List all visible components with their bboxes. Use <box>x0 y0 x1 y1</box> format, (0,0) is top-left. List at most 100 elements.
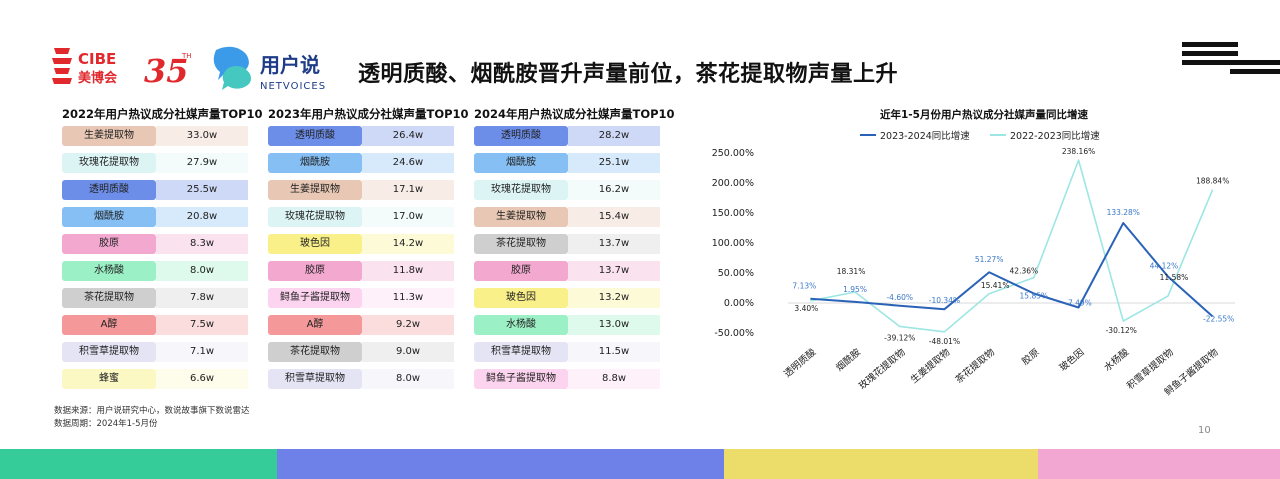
x-tick-label: 玫瑰花提取物 <box>856 346 908 392</box>
volume-value: 15.4w <box>568 207 660 227</box>
table-row: 生姜提取物 33.0w <box>62 124 258 151</box>
ingredient-label: 胶原 <box>62 234 156 254</box>
volume-value: 6.6w <box>156 369 248 389</box>
data-label: 15.85% <box>1020 291 1049 300</box>
anniversary-35-number: 35 <box>144 52 189 90</box>
chart-title: 近年1-5月份用户热议成分社媒声量同比增速 <box>880 108 1088 121</box>
y-tick-label: -50.00% <box>714 328 754 339</box>
ingredient-label: 水杨酸 <box>62 261 156 281</box>
netvoices-logo: 用户说 NETVOICES <box>210 44 340 94</box>
volume-value: 24.6w <box>362 153 454 173</box>
volume-value: 11.8w <box>362 261 454 281</box>
data-label: 11.58% <box>1160 273 1189 282</box>
table-title: 2024年用户热议成分社媒声量TOP10 <box>474 107 675 121</box>
volume-value: 27.9w <box>156 153 248 173</box>
ingredient-label: 鲟鱼子酱提取物 <box>474 369 568 389</box>
data-label: 238.16% <box>1062 147 1095 156</box>
ingredient-label: 胶原 <box>268 261 362 281</box>
table-row: 玫瑰花提取物 16.2w <box>474 178 670 205</box>
table-row: 茶花提取物 9.0w <box>268 340 464 367</box>
table-row: 鲟鱼子酱提取物 8.8w <box>474 367 670 394</box>
ingredient-label: 生姜提取物 <box>62 126 156 146</box>
ingredient-label: 鲟鱼子酱提取物 <box>268 288 362 308</box>
table-2024: 2024年用户热议成分社媒声量TOP10 透明质酸 28.2w 烟酰胺 25.1w 玫瑰… <box>474 104 675 394</box>
ingredient-label: 玫瑰花提取物 <box>62 153 156 173</box>
ingredient-label: 积雪草提取物 <box>474 342 568 362</box>
table-title: 2023年用户热议成分社媒声量TOP10 <box>268 107 469 121</box>
volume-value: 17.0w <box>362 207 454 227</box>
series-line-2022-2023 <box>810 159 1214 333</box>
bottom-bar-segment <box>277 449 724 479</box>
table-row: 玫瑰花提取物 27.9w <box>62 151 258 178</box>
data-label: -7.49% <box>1065 298 1092 307</box>
y-tick-label: 100.00% <box>712 238 754 249</box>
ingredient-label: 透明质酸 <box>268 126 362 146</box>
cibe-logo-cn: 美博会 <box>78 70 118 86</box>
table-row: 生姜提取物 17.1w <box>268 178 464 205</box>
x-tick-label: 烟酰胺 <box>833 346 863 374</box>
table-row: 蜂蜜 6.6w <box>62 367 258 394</box>
ingredient-label: 茶花提取物 <box>62 288 156 308</box>
anniversary-tm: TH <box>181 52 192 60</box>
y-tick-label: 150.00% <box>712 208 754 219</box>
menu-lines-icon <box>1182 40 1280 80</box>
volume-value: 8.8w <box>568 369 660 389</box>
x-tick-label: 水杨酸 <box>1102 346 1132 374</box>
ingredient-label: 积雪草提取物 <box>62 342 156 362</box>
data-label: 133.28% <box>1107 208 1140 217</box>
cibe-logo: CIBE 美博会 <box>52 44 138 90</box>
cibe-logo-text: CIBE <box>78 50 116 68</box>
volume-value: 25.1w <box>568 153 660 173</box>
volume-value: 16.2w <box>568 180 660 200</box>
x-tick-label: 胶原 <box>1019 346 1041 367</box>
volume-value: 26.4w <box>362 126 454 146</box>
data-label: 42.36% <box>1010 267 1039 276</box>
table-row: 胶原 13.7w <box>474 259 670 286</box>
ingredient-label: 玫瑰花提取物 <box>474 180 568 200</box>
footnote: 数据来源：用户说研究中心，数说故事旗下数说雷达 数据周期：2024年1-5月份 <box>54 405 250 431</box>
ingredient-label: 生姜提取物 <box>474 207 568 227</box>
data-label: -10.34% <box>929 296 960 305</box>
y-tick-label: 200.00% <box>712 178 754 189</box>
page-number: 10 <box>1198 425 1211 436</box>
x-tick-label: 玻色因 <box>1057 346 1087 374</box>
table-row: 透明质酸 25.5w <box>62 178 258 205</box>
volume-value: 13.7w <box>568 261 660 281</box>
legend-label: 2022-2023同比增速 <box>1010 130 1100 142</box>
ingredient-label: 玫瑰花提取物 <box>268 207 362 227</box>
volume-value: 13.7w <box>568 234 660 254</box>
data-label: 18.31% <box>837 267 866 276</box>
table-row: 玻色因 13.2w <box>474 286 670 313</box>
table-row: 生姜提取物 15.4w <box>474 205 670 232</box>
ingredient-label: 透明质酸 <box>62 180 156 200</box>
x-tick-label: 生姜提取物 <box>908 346 952 386</box>
volume-value: 13.0w <box>568 315 660 335</box>
table-row: 透明质酸 26.4w <box>268 124 464 151</box>
table-row: A醇 9.2w <box>268 313 464 340</box>
table-row: 透明质酸 28.2w <box>474 124 670 151</box>
ingredient-label: 透明质酸 <box>474 126 568 146</box>
volume-value: 28.2w <box>568 126 660 146</box>
anniversary-35-logo: 35 TH <box>142 44 196 90</box>
ingredient-label: 烟酰胺 <box>474 153 568 173</box>
volume-value: 13.2w <box>568 288 660 308</box>
table-row: 玫瑰花提取物 17.0w <box>268 205 464 232</box>
table-row: A醇 7.5w <box>62 313 258 340</box>
volume-value: 11.5w <box>568 342 660 362</box>
data-period: 数据周期：2024年1-5月份 <box>54 419 158 429</box>
table-row: 鲟鱼子酱提取物 11.3w <box>268 286 464 313</box>
data-label: -48.01% <box>929 337 960 346</box>
y-tick-label: 50.00% <box>718 268 754 279</box>
bottom-bar-segment <box>724 449 1038 479</box>
volume-value: 9.2w <box>362 315 454 335</box>
table-row: 水杨酸 13.0w <box>474 313 670 340</box>
table-row: 茶花提取物 13.7w <box>474 232 670 259</box>
volume-value: 7.1w <box>156 342 248 362</box>
legend-label: 2023-2024同比增速 <box>880 130 970 142</box>
series-line-2023-2024 <box>810 222 1214 318</box>
volume-value: 7.5w <box>156 315 248 335</box>
table-2023: 2023年用户热议成分社媒声量TOP10 透明质酸 26.4w 烟酰胺 24.6w 生姜… <box>268 104 469 394</box>
ingredient-label: A醇 <box>62 315 156 335</box>
volume-value: 8.0w <box>362 369 454 389</box>
volume-value: 8.0w <box>156 261 248 281</box>
